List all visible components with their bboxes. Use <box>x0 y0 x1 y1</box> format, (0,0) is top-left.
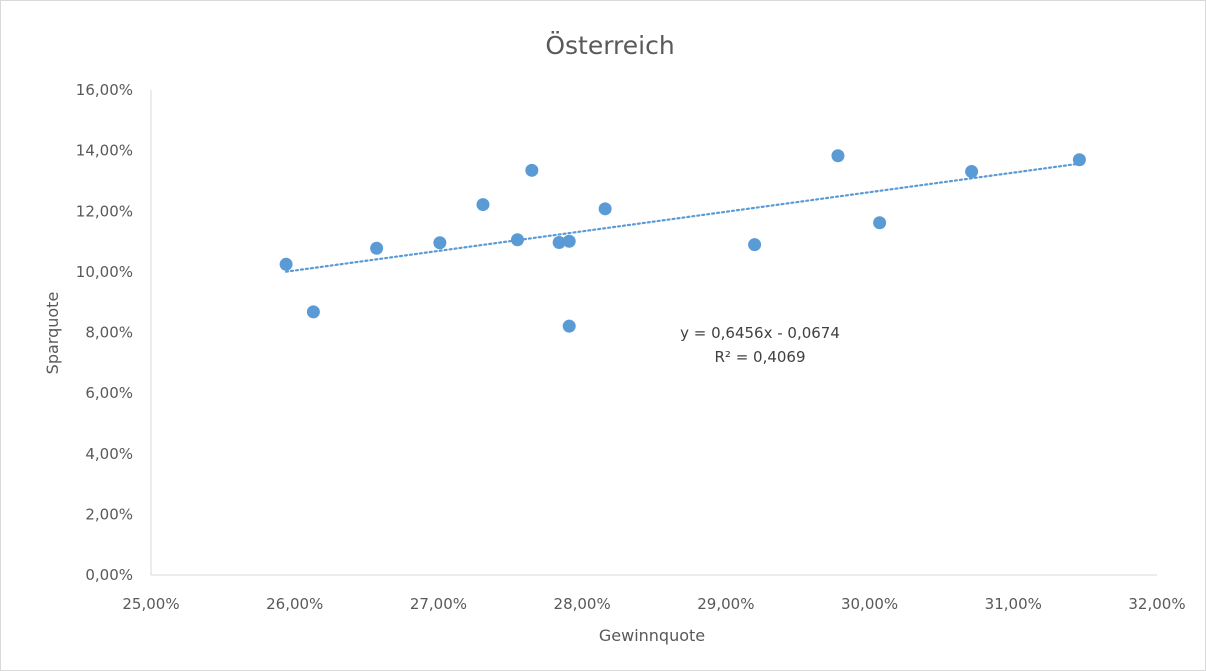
x-tick-label: 25,00% <box>122 595 179 613</box>
y-tick-label: 0,00% <box>85 566 133 584</box>
y-tick-label: 14,00% <box>76 142 133 160</box>
data-point <box>433 236 447 250</box>
data-point <box>748 238 762 252</box>
x-tick-label: 30,00% <box>841 595 898 613</box>
y-tick-label: 6,00% <box>85 384 133 402</box>
x-tick-label: 29,00% <box>697 595 754 613</box>
data-point <box>510 233 524 247</box>
trendline-r-squared: R² = 0,4069 <box>714 348 805 366</box>
data-point <box>562 234 576 248</box>
x-axis-title: Gewinnquote <box>599 626 705 645</box>
y-tick-label: 12,00% <box>76 202 133 220</box>
x-tick-label: 27,00% <box>410 595 467 613</box>
trendline <box>284 162 1081 273</box>
y-tick-label: 4,00% <box>85 445 133 463</box>
x-tick-label: 28,00% <box>554 595 611 613</box>
data-point <box>279 257 293 271</box>
y-axis-title: Sparquote <box>43 292 62 375</box>
x-tick-label: 32,00% <box>1128 595 1185 613</box>
y-tick-label: 2,00% <box>85 505 133 523</box>
data-point <box>873 216 887 230</box>
data-point <box>306 305 320 319</box>
data-point <box>562 319 576 333</box>
axes <box>150 90 1157 576</box>
y-tick-labels: 0,00% 2,00% 4,00% 6,00% 8,00% 10,00% 12,00% 14,… <box>76 81 133 584</box>
chart-title: Österreich <box>545 31 674 60</box>
data-point <box>552 235 566 249</box>
x-tick-labels: 25,00% 26,00% 27,00% 28,00% 29,00% 30,00% 31,0… <box>122 595 1185 613</box>
y-tick-label: 10,00% <box>76 263 133 281</box>
data-point <box>598 202 612 216</box>
trendline-equation: y = 0,6456x - 0,0674 <box>680 324 840 342</box>
y-tick-label: 16,00% <box>76 81 133 99</box>
y-tick-label: 8,00% <box>85 324 133 342</box>
data-point <box>965 165 979 179</box>
x-tick-label: 26,00% <box>266 595 323 613</box>
data-point <box>476 198 490 212</box>
data-point <box>831 149 845 163</box>
data-points <box>279 149 1086 333</box>
data-point <box>1072 153 1086 167</box>
data-point <box>370 241 384 255</box>
data-point <box>525 163 539 177</box>
x-tick-label: 31,00% <box>985 595 1042 613</box>
trendline-group <box>284 162 1081 273</box>
